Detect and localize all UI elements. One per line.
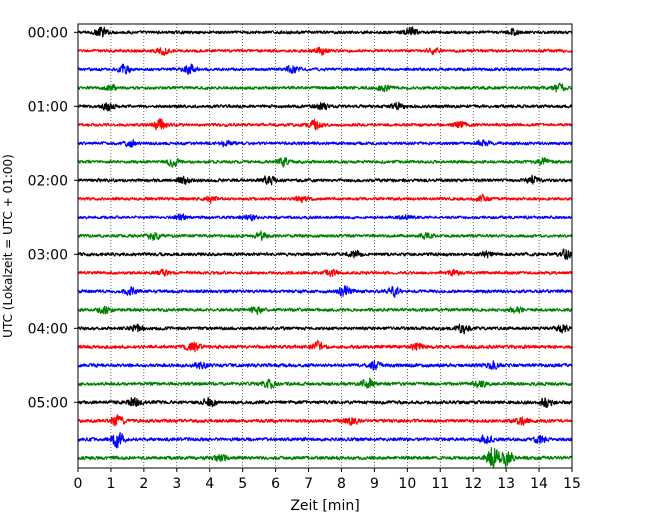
y-tick-label: 03:00 <box>28 247 68 263</box>
trace-0345 <box>77 305 573 316</box>
trace-0115 <box>77 118 573 131</box>
trace-0245 <box>77 230 573 242</box>
trace-0100 <box>77 101 573 112</box>
trace-0515 <box>77 414 573 427</box>
x-tick-label: 1 <box>106 476 115 492</box>
trace-0315 <box>77 268 573 278</box>
y-tick-label: 00:00 <box>28 25 68 41</box>
trace-0230 <box>77 213 573 222</box>
x-tick-label: 3 <box>172 476 181 492</box>
x-tick-label: 0 <box>74 476 83 492</box>
trace-0500 <box>77 396 573 408</box>
x-tick-label: 12 <box>464 476 482 492</box>
trace-0045 <box>77 82 573 93</box>
trace-0015 <box>77 46 573 57</box>
trace-0300 <box>77 248 573 260</box>
y-axis: 00:00 01:00 02:00 03:00 04:00 05:00 <box>28 25 78 411</box>
y-tick-label: 04:00 <box>28 321 68 337</box>
x-tick-label: 2 <box>139 476 148 492</box>
trace-0200 <box>77 174 573 186</box>
plot-frame <box>77 23 573 469</box>
trace-0430 <box>77 359 573 371</box>
trace-0145 <box>77 156 573 168</box>
x-tick-label: 13 <box>497 476 515 492</box>
x-tick-label: 6 <box>271 476 280 492</box>
y-tick-label: 02:00 <box>28 173 68 189</box>
x-axis-label: Zeit [min] <box>290 498 359 514</box>
trace-0415 <box>77 340 573 353</box>
x-tick-label: 8 <box>337 476 346 492</box>
trace-0545 <box>77 447 573 469</box>
y-axis-label: UTC (Lokalzeit = UTC + 01:00) <box>1 154 15 338</box>
x-tick-label: 7 <box>304 476 313 492</box>
x-tick-label: 11 <box>431 476 449 492</box>
grid-lines <box>110 24 540 468</box>
trace-0215 <box>77 193 573 204</box>
trace-0445 <box>77 377 573 390</box>
x-tick-label: 15 <box>563 476 581 492</box>
trace-0400 <box>77 323 573 335</box>
trace-0530 <box>77 431 573 449</box>
trace-0330 <box>77 285 573 298</box>
x-tick-label: 9 <box>370 476 379 492</box>
trace-group <box>77 26 573 469</box>
x-tick-label: 14 <box>530 476 548 492</box>
x-axis: 0 1 2 3 4 5 6 7 8 9 10 11 12 13 14 15 <box>74 468 581 492</box>
x-tick-label: 10 <box>398 476 416 492</box>
y-tick-label: 05:00 <box>28 395 68 411</box>
x-tick-label: 4 <box>205 476 214 492</box>
y-tick-label: 01:00 <box>28 99 68 115</box>
x-tick-label: 5 <box>238 476 247 492</box>
trace-0130 <box>77 139 573 148</box>
trace-0030 <box>77 63 573 76</box>
trace-0000 <box>77 26 573 38</box>
